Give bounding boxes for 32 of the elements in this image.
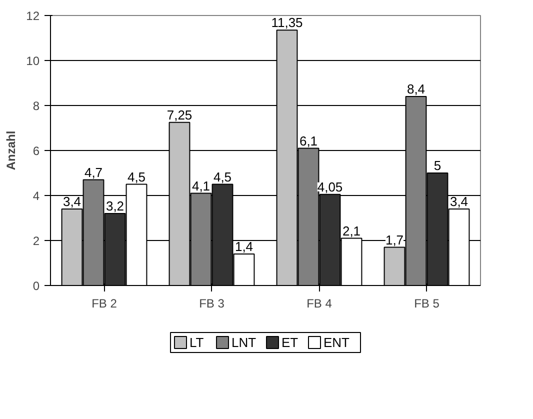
y-tick-label: 12: [26, 9, 40, 23]
data-label: 1,4: [234, 239, 254, 254]
data-label: 3,4: [450, 194, 468, 209]
data-label: 3,4: [62, 194, 82, 209]
y-tick-label: 10: [26, 54, 40, 68]
legend-label: ENT: [324, 335, 350, 350]
data-label: 1,7: [385, 232, 404, 248]
data-label: 2,1: [342, 223, 361, 238]
legend-label: LT: [190, 335, 204, 350]
x-tick-label: FB 5: [414, 296, 440, 310]
y-tick-label: 2: [32, 234, 40, 248]
y-tick-label: 8: [32, 99, 40, 113]
legend-label: LNT: [232, 335, 256, 350]
data-label: 4,5: [213, 169, 232, 184]
data-label: 4,7: [84, 164, 103, 180]
y-tick-label: 0: [32, 279, 40, 293]
x-tick-label: FB 2: [92, 296, 118, 310]
legend-label: ET: [282, 335, 298, 350]
y-tick-label: 4: [32, 189, 40, 203]
data-label: 3,2: [106, 198, 124, 214]
data-label: 8,4: [406, 82, 426, 96]
data-label: 11,35: [271, 15, 303, 30]
data-label: 4,5: [127, 169, 146, 184]
data-label: 5: [434, 158, 442, 173]
y-tick-label: 6: [32, 144, 40, 158]
data-label: 6,1: [299, 133, 318, 148]
x-tick-label: FB 3: [199, 296, 225, 310]
data-label: 4,05: [317, 179, 343, 194]
x-tick-label: FB 4: [306, 296, 332, 310]
data-label: 7,25: [166, 107, 192, 122]
y-axis-title: Anzahl: [4, 130, 18, 170]
data-label: 4,1: [192, 178, 210, 194]
